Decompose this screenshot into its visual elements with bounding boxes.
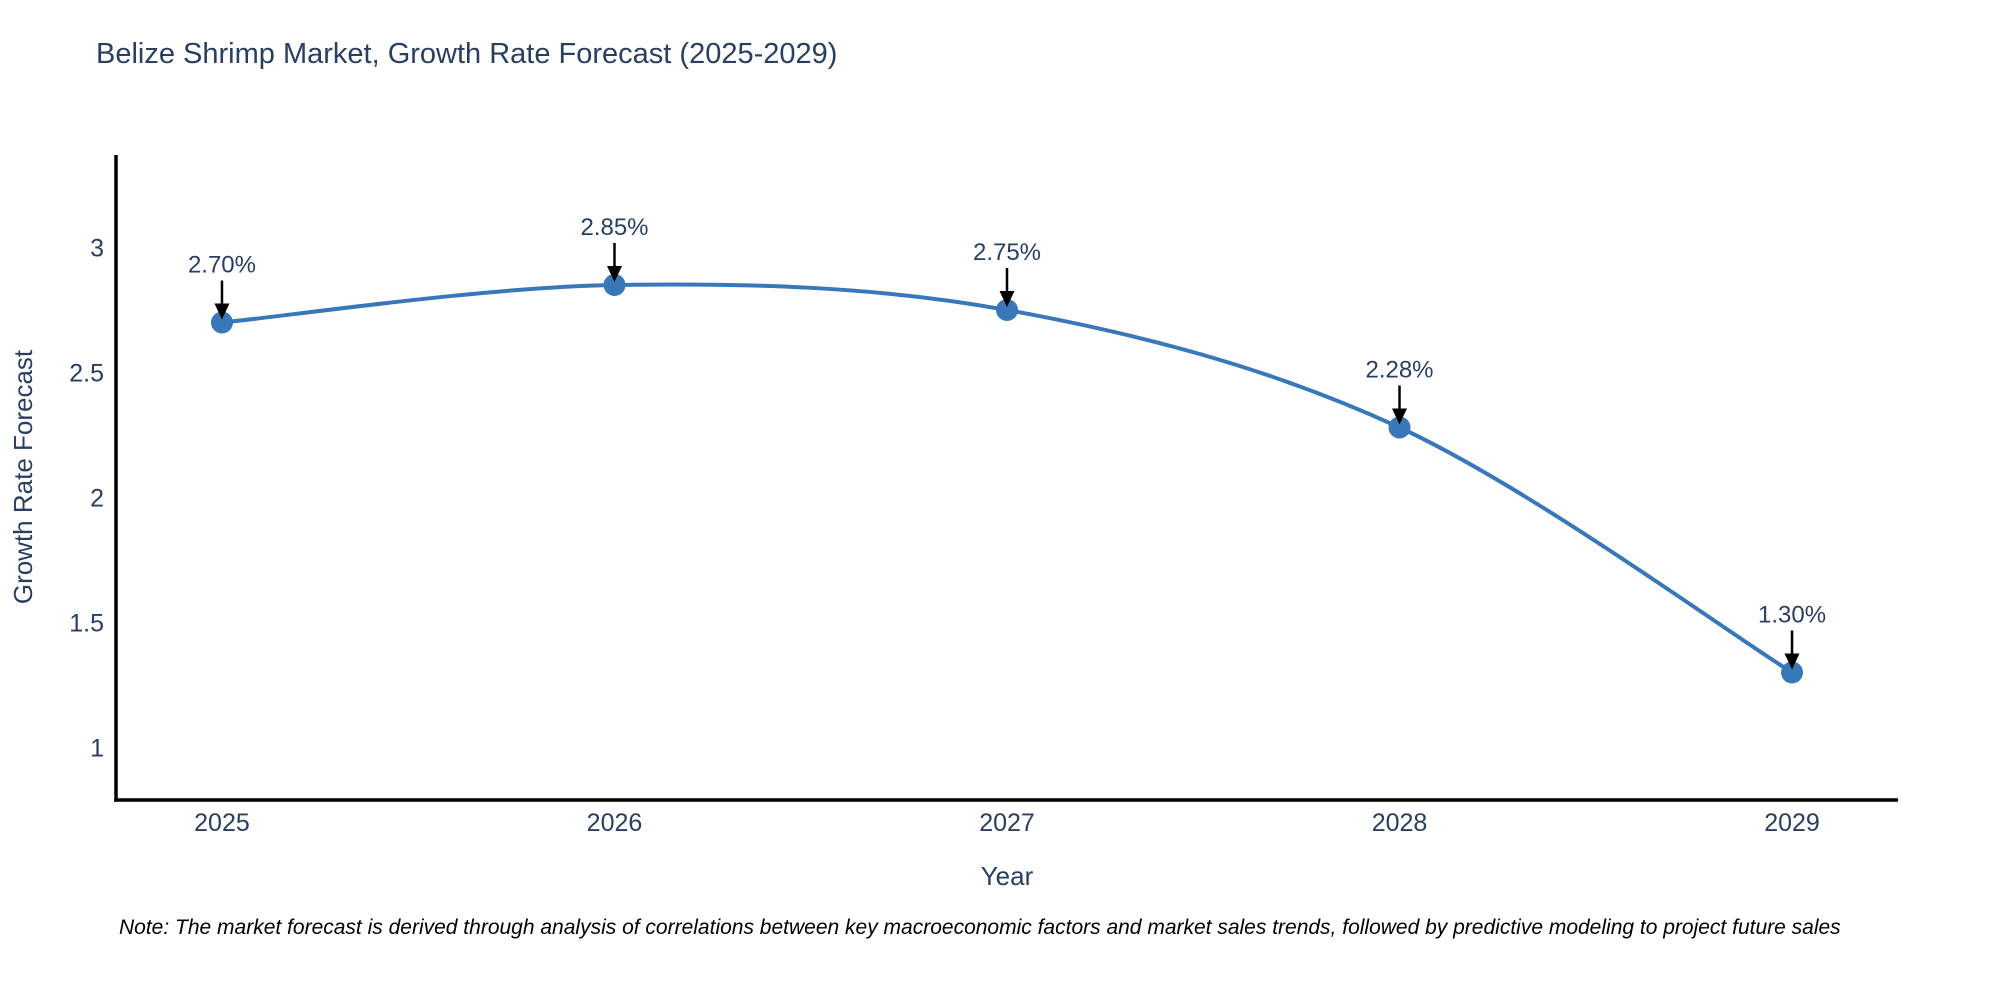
- x-tick-label: 2029: [1764, 809, 1820, 837]
- point-annotation-label: 2.28%: [1365, 357, 1433, 384]
- y-tick-label: 1: [90, 735, 104, 763]
- annotation-arrowhead-icon: [214, 303, 230, 320]
- y-tick-label: 2: [90, 485, 104, 513]
- footnote: Note: The market forecast is derived thr…: [119, 916, 1841, 939]
- forecast-line: [219, 282, 1795, 675]
- y-axis-title: Growth Rate Forecast: [8, 349, 38, 604]
- plot-area: 1 1.5 2 2.5 3 2025 2026 2027 2028 2029 2.70% 2.85% 2…: [69, 155, 1898, 837]
- data-point[interactable]: [1781, 661, 1804, 684]
- point-annotation-label: 1.30%: [1758, 602, 1826, 629]
- y-tick-label: 3: [90, 235, 104, 263]
- annotation-arrowhead-icon: [606, 266, 622, 282]
- point-annotation-label: 2.70%: [188, 252, 256, 279]
- data-point[interactable]: [210, 311, 233, 334]
- annotation-arrowhead-icon: [999, 291, 1015, 307]
- point-annotation-label: 2.85%: [580, 214, 648, 241]
- y-tick-label: 1.5: [69, 610, 104, 638]
- x-tick-label: 2025: [194, 809, 250, 837]
- annotation-arrowhead-icon: [1392, 408, 1408, 425]
- point-annotation-label: 2.75%: [973, 239, 1041, 266]
- x-tick-label: 2026: [587, 809, 643, 837]
- data-point[interactable]: [603, 274, 626, 296]
- x-tick-label: 2028: [1372, 809, 1428, 837]
- x-axis-title: Year: [981, 861, 1034, 891]
- chart-title: Belize Shrimp Market, Growth Rate Foreca…: [96, 38, 838, 70]
- x-tick-label: 2027: [979, 809, 1035, 837]
- y-tick-label: 2.5: [69, 360, 104, 388]
- data-point[interactable]: [1388, 416, 1411, 439]
- data-point[interactable]: [996, 299, 1018, 321]
- annotation-arrowhead-icon: [1784, 653, 1800, 670]
